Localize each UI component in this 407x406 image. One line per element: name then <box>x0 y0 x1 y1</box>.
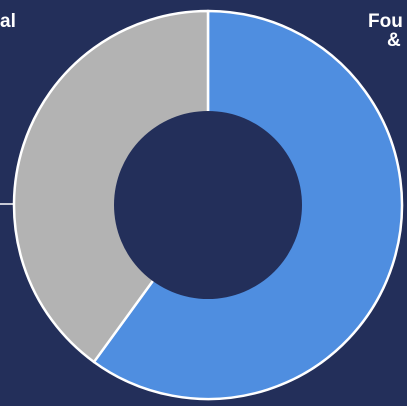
slice-label-right-line2: & <box>387 30 401 51</box>
donut-hole <box>114 111 302 299</box>
slice-label-left: al <box>0 11 16 32</box>
slice-label-right-line1: Fou <box>368 11 403 32</box>
donut-slice-1 <box>12 9 210 364</box>
